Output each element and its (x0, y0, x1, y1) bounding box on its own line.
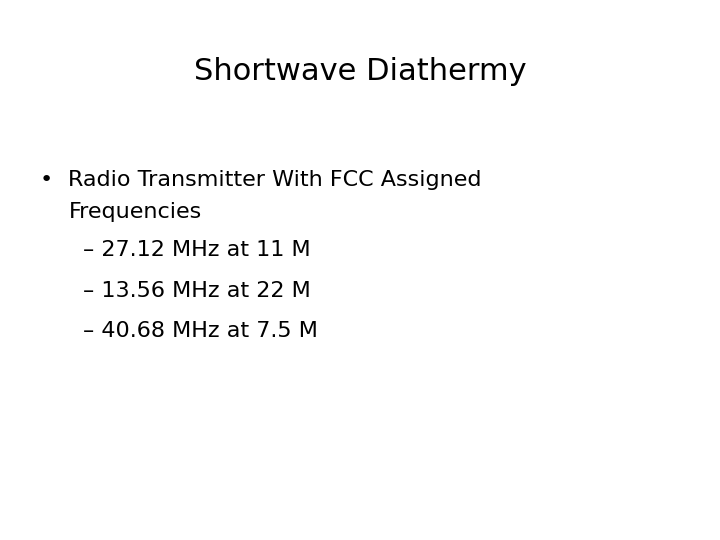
Text: Radio Transmitter With FCC Assigned: Radio Transmitter With FCC Assigned (68, 170, 482, 190)
Text: Frequencies: Frequencies (68, 202, 202, 222)
Text: – 40.68 MHz at 7.5 M: – 40.68 MHz at 7.5 M (83, 321, 318, 341)
Text: •: • (40, 170, 53, 190)
Text: – 27.12 MHz at 11 M: – 27.12 MHz at 11 M (83, 240, 310, 260)
Text: – 13.56 MHz at 22 M: – 13.56 MHz at 22 M (83, 281, 310, 301)
Text: Shortwave Diathermy: Shortwave Diathermy (194, 57, 526, 86)
